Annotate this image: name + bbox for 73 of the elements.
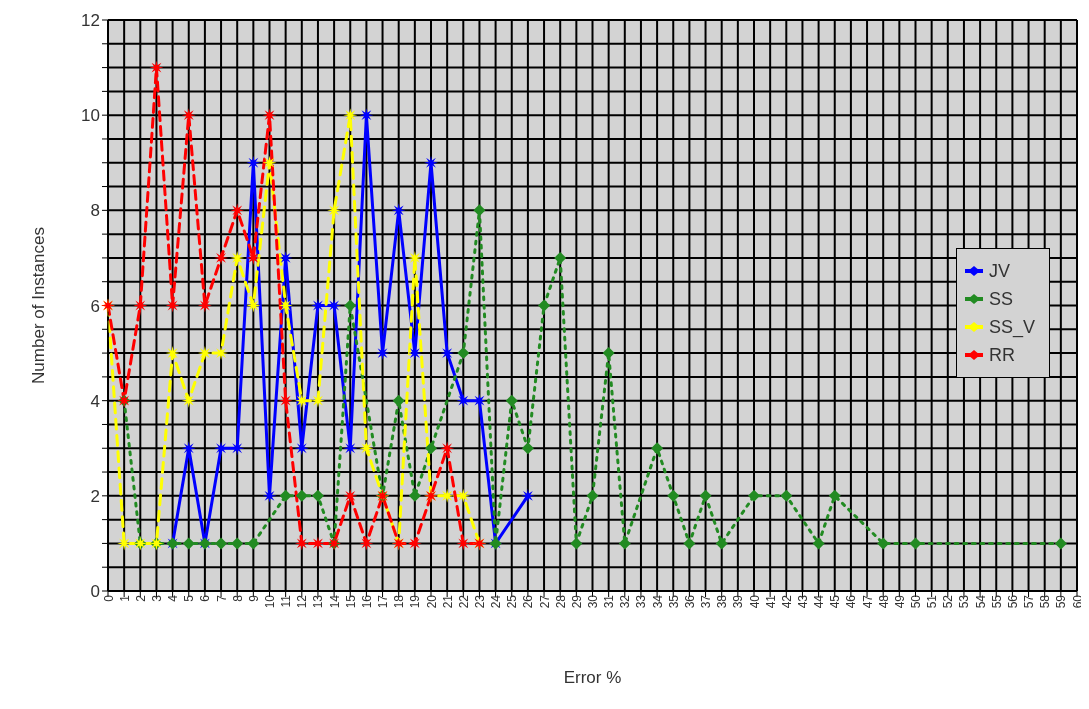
x-tick-label: 30 (586, 594, 601, 609)
x-tick-label: 6 (198, 594, 213, 602)
legend-label: SS (989, 288, 1014, 310)
x-tick-label: 39 (731, 594, 746, 609)
x-tick-label: 43 (795, 594, 810, 609)
y-tick-label: 10 (81, 106, 100, 126)
y-axis-title: Number of Instances (29, 227, 49, 384)
legend-label: SS_V (989, 316, 1036, 338)
x-tick-label: 36 (682, 594, 697, 609)
x-tick-label: 33 (634, 594, 649, 609)
x-tick-label: 5 (182, 594, 197, 602)
y-tick-label: 4 (90, 391, 100, 411)
x-tick-label: 56 (1005, 594, 1020, 609)
x-tick-label: 28 (553, 594, 568, 609)
x-tick-label: 8 (230, 594, 245, 602)
x-axis-title: Error % (563, 668, 622, 688)
x-tick-label: 44 (812, 594, 827, 609)
x-tick-label: 49 (892, 594, 907, 609)
x-tick-label: 58 (1038, 594, 1053, 609)
x-tick-label: 15 (343, 594, 358, 609)
x-tick-label: 37 (699, 594, 714, 609)
x-tick-label: 18 (392, 594, 407, 609)
x-tick-label: 0 (101, 594, 116, 602)
x-tick-label: 31 (602, 594, 617, 609)
x-tick-label: 2 (133, 594, 148, 602)
y-tick-label: 2 (90, 486, 100, 506)
x-tick-label: 4 (166, 594, 181, 602)
x-tick-label: 40 (747, 594, 762, 609)
x-tick-label: 50 (909, 594, 924, 609)
x-tick-label: 35 (666, 594, 681, 609)
x-tick-label: 53 (957, 594, 972, 609)
x-tick-label: 23 (472, 594, 487, 609)
x-tick-label: 1 (117, 594, 132, 602)
x-tick-label: 22 (456, 594, 471, 609)
x-tick-label: 12 (295, 594, 310, 609)
x-tick-label: 57 (1022, 594, 1037, 609)
x-tick-label: 3 (149, 594, 164, 602)
x-tick-label: 7 (214, 594, 229, 602)
x-tick-label: 45 (828, 594, 843, 609)
x-tick-label: 48 (876, 594, 891, 609)
x-tick-label: 21 (440, 594, 455, 609)
x-tick-label: 32 (618, 594, 633, 609)
x-tick-label: 20 (424, 594, 439, 609)
x-tick-label: 54 (973, 594, 988, 609)
x-tick-label: 34 (650, 594, 665, 609)
x-tick-label: 10 (263, 594, 278, 609)
x-tick-label: 59 (1054, 594, 1069, 609)
x-tick-label: 13 (311, 594, 326, 609)
y-tick-label: 6 (90, 296, 100, 316)
x-tick-label: 14 (327, 594, 342, 609)
x-tick-label: 47 (860, 594, 875, 609)
x-tick-label: 60 (1070, 594, 1085, 609)
x-tick-label: 24 (489, 594, 504, 609)
legend-label: JV (989, 260, 1011, 282)
x-tick-label: 17 (376, 594, 391, 609)
x-tick-label: 26 (521, 594, 536, 609)
x-tick-label: 9 (246, 594, 261, 602)
x-tick-label: 55 (989, 594, 1004, 609)
x-tick-label: 11 (279, 594, 294, 608)
y-tick-label: 12 (81, 11, 100, 31)
x-tick-label: 41 (763, 594, 778, 609)
x-tick-label: 19 (408, 594, 423, 609)
x-tick-label: 25 (505, 594, 520, 609)
x-tick-label: 42 (779, 594, 794, 609)
x-tick-label: 52 (941, 594, 956, 609)
x-tick-label: 46 (844, 594, 859, 609)
x-tick-label: 27 (537, 594, 552, 609)
x-tick-label: 16 (359, 594, 374, 609)
y-tick-label: 8 (90, 201, 100, 221)
x-tick-label: 38 (715, 594, 730, 609)
legend-label: RR (989, 344, 1015, 366)
x-tick-label: 51 (925, 594, 940, 609)
x-tick-label: 29 (569, 594, 584, 609)
